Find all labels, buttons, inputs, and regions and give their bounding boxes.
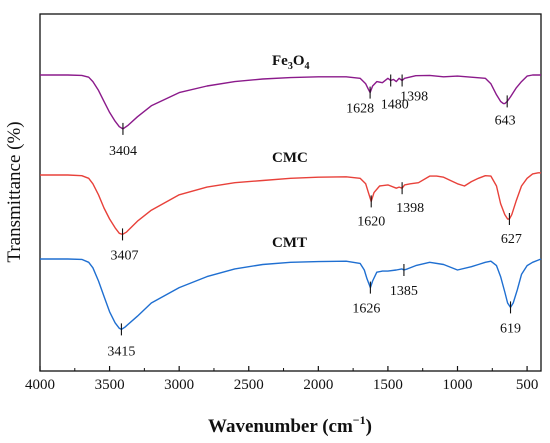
series-line-cmc [40,172,541,236]
series-name-cmc: CMC [272,150,308,166]
x-tick-label-3000: 3000 [164,377,194,393]
peak-label: 3415 [107,344,135,359]
x-tick-label-2500: 2500 [234,377,264,393]
peak-label: 1398 [396,201,424,216]
peak-label: 619 [500,321,521,336]
series-line-cmt [40,258,542,331]
x-tick-label-4000: 4000 [25,377,55,393]
peak-label: 1628 [346,102,374,117]
peak-label: 627 [501,232,522,247]
peak-label: 1385 [390,284,418,299]
series-name-fe3o4: Fe3O4 [272,53,310,72]
peak-label: 3404 [109,144,137,159]
x-tick-label-1500: 1500 [373,377,403,393]
plot-frame [39,13,542,372]
x-axis-title: Wavenumber (cm−1) [208,413,372,437]
peak-label: 1626 [352,302,380,317]
x-tick-label-500: 500 [516,377,539,393]
series-line-fe3o4 [40,74,541,130]
x-tick-label-2000: 2000 [303,377,333,393]
x-axis-ticks: 4000 3500 3000 2500 2000 1500 1000 500 [25,366,538,393]
spectra-series [40,74,542,331]
peak-label: 1480 [381,98,409,113]
series-name-cmt: CMT [272,235,307,251]
y-axis-title: Transmittance (%) [4,121,25,262]
series-names: Fe3O4 CMC CMT [272,53,310,251]
peak-label: 1620 [357,214,385,229]
x-tick-label-1000: 1000 [443,377,473,393]
peak-label: 643 [495,113,516,128]
peak-label: 3407 [111,248,139,263]
x-tick-label-3500: 3500 [95,377,125,393]
peak-label: 1398 [400,90,428,105]
